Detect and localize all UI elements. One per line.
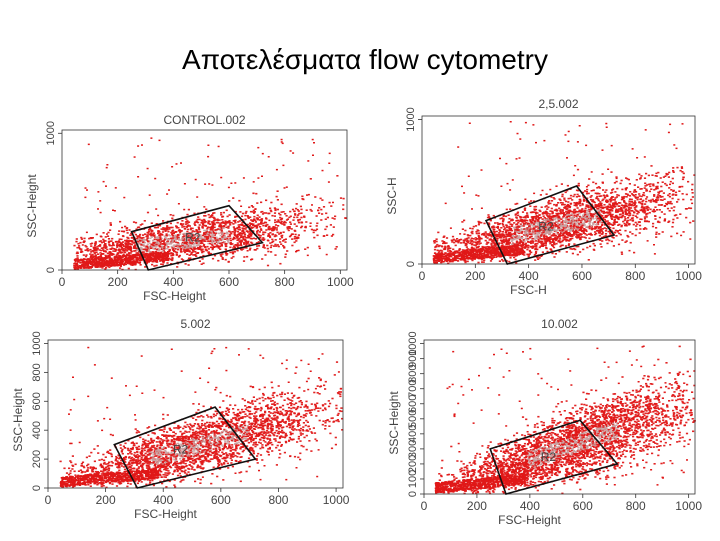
x-tick-label: 600	[211, 493, 231, 507]
plot-title: CONTROL.002	[163, 113, 245, 127]
event-dots	[433, 121, 696, 264]
y-tick-label: 800	[31, 363, 43, 381]
x-tick-label: 200	[465, 269, 485, 283]
plot-title: 10.002	[541, 317, 578, 331]
x-tick-label: 0	[45, 493, 52, 507]
gate-label: R2	[173, 443, 189, 457]
plot-title: 5.002	[180, 317, 210, 331]
y-tick-label: 600	[31, 392, 43, 410]
x-tick-label: 1000	[675, 499, 702, 513]
y-tick-label: 0	[405, 261, 417, 267]
gate-label: R2	[538, 219, 554, 233]
x-tick-label: 1000	[675, 269, 702, 283]
x-axis-label: FSC-Height	[143, 289, 206, 303]
y-axis-label: SSC-Height	[387, 391, 401, 455]
y-tick-label: 1000	[45, 121, 57, 145]
x-tick-label: 400	[520, 499, 540, 513]
y-tick-label: 0	[31, 485, 43, 491]
plot-svg: CONTROL.002 0 200 400 600 800 1000 0 1000 FSC-Hei…	[10, 98, 355, 308]
event-dots	[60, 347, 344, 488]
plot-svg: 2,5.002 0 200 400 600 800 1000 0 1000 FSC-H SSC-H R…	[380, 92, 715, 307]
x-tick-label: 400	[519, 269, 539, 283]
x-tick-label: 800	[275, 275, 295, 289]
slide-title: Αποτελέσματα flow cytometry	[0, 44, 720, 76]
y-tick-label: 1000	[405, 107, 417, 131]
x-tick-label: 200	[467, 499, 487, 513]
x-tick-label: 800	[268, 493, 288, 507]
x-tick-label: 0	[59, 275, 66, 289]
event-dots	[435, 346, 696, 495]
y-tick-label: 200	[31, 450, 43, 468]
plot-panel-2-5: 2,5.002 0 200 400 600 800 1000 0 1000 FSC-H SSC-H R…	[380, 92, 715, 307]
x-tick-label: 400	[163, 275, 183, 289]
y-tick-label: 400	[31, 421, 43, 439]
x-tick-label: 200	[108, 275, 128, 289]
x-tick-label: 600	[572, 269, 592, 283]
x-tick-label: 0	[421, 499, 428, 513]
y-axis-label: SSC-Height	[25, 174, 39, 238]
x-tick-label: 1000	[323, 493, 350, 507]
plot-title: 2,5.002	[538, 97, 578, 111]
y-tick-label: 0	[407, 491, 419, 497]
x-tick-label: 400	[153, 493, 173, 507]
x-tick-label: 600	[573, 499, 593, 513]
plot-svg: 5.002 0 200 400 600 800 1000 0 200 400 600 800 1000 F…	[2, 312, 357, 527]
y-axis-label: SSC-H	[385, 177, 399, 214]
gate-label: R2	[541, 450, 557, 464]
y-tick-label: 1000	[31, 331, 43, 355]
x-tick-label: 1000	[327, 275, 354, 289]
x-axis-label: FSC-Height	[134, 507, 197, 521]
x-tick-label: 0	[419, 269, 426, 283]
x-tick-label: 800	[626, 499, 646, 513]
plot-panel-5: 5.002 0 200 400 600 800 1000 0 200 400 600 800 1000 F…	[2, 312, 357, 527]
y-axis-label: SSC-Height	[11, 388, 25, 452]
x-axis-label: FSC-Height	[498, 513, 561, 527]
x-tick-label: 200	[96, 493, 116, 507]
event-dots	[73, 137, 347, 270]
x-axis-label: FSC-H	[510, 283, 547, 297]
y-tick-label: 0	[45, 267, 57, 273]
gate-label: R2	[185, 231, 201, 245]
y-tick-label: 1000	[407, 331, 419, 355]
x-tick-label: 600	[219, 275, 239, 289]
x-tick-label: 800	[625, 269, 645, 283]
plot-panel-control: CONTROL.002 0 200 400 600 800 1000 0 1000 FSC-Hei…	[10, 98, 355, 308]
